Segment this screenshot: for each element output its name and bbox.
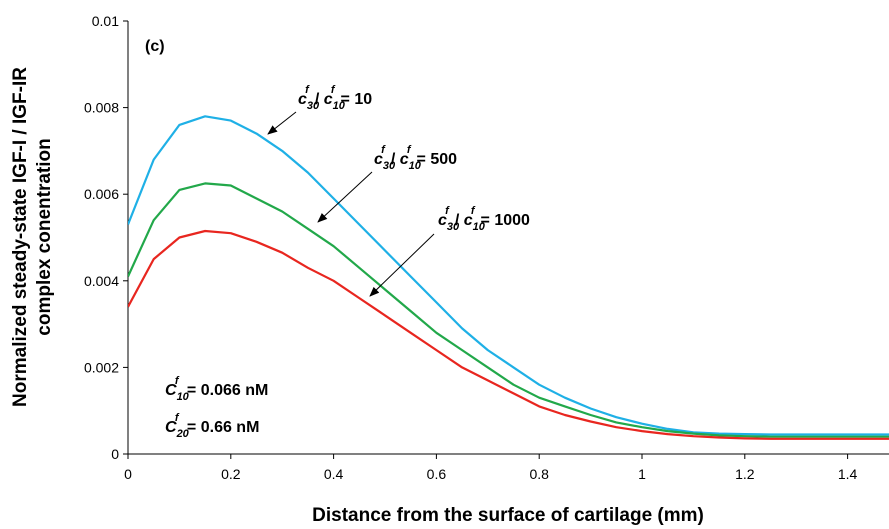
y-tick-label: 0.002 xyxy=(84,359,119,375)
y-tick-label: 0.006 xyxy=(84,186,119,202)
label-part: f xyxy=(381,144,386,156)
parameter-label-2: C20f = 0.66 nM xyxy=(165,412,259,440)
y-tick-label: 0.004 xyxy=(84,273,119,289)
x-tick-label: 0 xyxy=(124,466,132,482)
annotation-arrow-2 xyxy=(318,172,372,222)
parameter-label-1: C10f = 0.066 nM xyxy=(165,375,268,403)
x-tick-label: 0.6 xyxy=(427,466,447,482)
label-part: / xyxy=(391,151,400,168)
label-part: / xyxy=(315,91,324,108)
label-part: f xyxy=(471,205,476,217)
y-tick-label: 0 xyxy=(111,446,119,462)
label-part: = 500 xyxy=(417,151,458,168)
series-ratio-label-1: c30f/ c10f= 10 xyxy=(298,84,372,112)
label-part: / xyxy=(455,212,464,229)
parameter-part: f xyxy=(175,375,180,387)
label-part: f xyxy=(331,84,336,96)
x-tick-label: 0.8 xyxy=(529,466,549,482)
series-ratio-label-3: c30f/ c10f= 1000 xyxy=(438,205,530,233)
y-tick-label: 0.01 xyxy=(92,13,119,29)
annotation-arrow-1 xyxy=(268,112,296,134)
parameter-part: f xyxy=(175,412,180,424)
y-axis-title-line: complex conentration xyxy=(34,138,55,335)
panel-label: (c) xyxy=(145,38,165,55)
label-part: f xyxy=(407,144,412,156)
y-tick-label: 0.008 xyxy=(84,100,119,116)
x-tick-label: 1 xyxy=(638,466,646,482)
x-tick-label: 0.4 xyxy=(324,466,344,482)
parameter-part: = 0.066 nM xyxy=(182,382,268,399)
label-part: f xyxy=(445,205,450,217)
label-part: = 10 xyxy=(341,91,373,108)
x-axis-title: Distance from the surface of cartilage (… xyxy=(312,505,704,526)
label-part: f xyxy=(305,84,310,96)
x-tick-label: 1.2 xyxy=(735,466,755,482)
axes: 0 0.002 0.004 0.006 0.008 0.01 0 0.2 0.4 0.6 0.8 1 1… xyxy=(10,13,889,526)
parameter-part: = 0.66 nM xyxy=(182,419,259,436)
annotation-arrow-3 xyxy=(370,234,434,296)
label-part: = 1000 xyxy=(481,212,530,229)
x-tick-label: 1.4 xyxy=(838,466,858,482)
y-axis-title-line: Normalized steady-state IGF-I / IGF-IR xyxy=(10,67,31,407)
y-axis-title: Normalized steady-state IGF-I / IGF-IR co… xyxy=(10,67,55,407)
series-line-3 xyxy=(128,231,889,439)
series-ratio-label-2: c30f/ c10f= 500 xyxy=(374,144,457,172)
x-tick-label: 0.2 xyxy=(221,466,241,482)
